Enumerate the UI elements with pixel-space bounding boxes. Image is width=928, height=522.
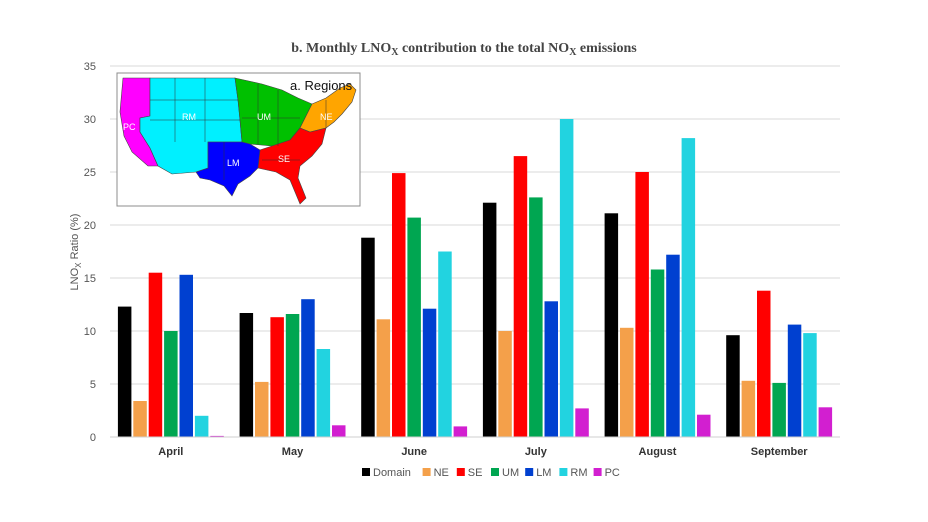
bar-domain-june <box>361 237 375 437</box>
legend-label-domain: Domain <box>373 467 411 479</box>
bar-lm-june <box>422 308 437 437</box>
bar-um-august <box>650 269 665 437</box>
legend-swatch-lm <box>525 468 534 476</box>
region-label-um: UM <box>257 112 271 122</box>
map-title: a. Regions <box>290 78 353 93</box>
bar-ne-may <box>255 381 269 437</box>
region-lm <box>195 141 261 197</box>
legend-swatch-domain <box>362 468 370 476</box>
bar-lm-july <box>544 301 558 437</box>
bar-um-september <box>772 382 786 437</box>
region-label-lm: LM <box>227 158 240 168</box>
y-tick-label: 20 <box>84 220 96 232</box>
bar-um-july <box>529 197 543 437</box>
bar-se-june <box>392 173 406 437</box>
y-tick-label: 5 <box>90 379 96 391</box>
region-label-pc: PC <box>123 122 136 132</box>
category-label: May <box>282 446 304 458</box>
bar-lm-april <box>179 274 193 437</box>
bar-rm-may <box>316 349 331 437</box>
category-label: June <box>401 446 427 458</box>
bar-ne-june <box>376 319 391 437</box>
bar-domain-july <box>482 202 497 437</box>
bar-domain-may <box>239 313 254 437</box>
bar-pc-april <box>210 435 224 437</box>
bar-um-april <box>164 331 178 437</box>
y-tick-label: 25 <box>84 167 96 179</box>
bar-rm-july <box>559 119 574 437</box>
region-label-ne: NE <box>320 112 333 122</box>
bar-ne-july <box>498 331 512 437</box>
bar-se-may <box>270 317 284 437</box>
legend-label-um: UM <box>502 467 519 479</box>
y-tick-label: 30 <box>84 114 96 126</box>
legend-swatch-pc <box>593 468 602 476</box>
legend-label-ne: NE <box>434 467 449 479</box>
bar-rm-september <box>803 333 817 437</box>
region-se <box>257 127 327 205</box>
bar-pc-june <box>453 426 468 437</box>
y-tick-label: 10 <box>84 326 96 338</box>
y-axis-label: LNOX Ratio (%) <box>69 214 83 291</box>
y-tick-label: 15 <box>84 273 96 285</box>
state-borders <box>150 78 327 180</box>
legend-label-pc: PC <box>605 467 620 479</box>
bar-rm-april <box>194 415 209 437</box>
bar-rm-august <box>681 138 696 437</box>
legend-swatch-rm <box>559 468 568 476</box>
regions-map: PC RM UM NE SE LM a. Regions <box>116 72 361 207</box>
legend-label-rm: RM <box>570 467 587 479</box>
bar-pc-august <box>697 414 711 437</box>
bar-lm-may <box>301 299 315 437</box>
category-label: April <box>158 446 183 458</box>
region-label-rm: RM <box>182 112 196 122</box>
bar-lm-september <box>787 324 802 437</box>
legend-label-se: SE <box>468 467 483 479</box>
y-tick-label: 35 <box>84 61 96 73</box>
bar-se-july <box>513 156 528 437</box>
bar-se-september <box>757 290 771 437</box>
category-label: August <box>639 446 677 458</box>
bar-domain-april <box>117 306 132 437</box>
category-label: July <box>525 446 548 458</box>
bar-ne-september <box>741 380 756 437</box>
bar-pc-september <box>818 407 833 437</box>
chart-title: b. Monthly LNOX contribution to the tota… <box>291 41 637 58</box>
y-tick-label: 0 <box>90 432 96 444</box>
bar-se-april <box>148 272 163 437</box>
bar-lm-august <box>666 254 680 437</box>
bar-rm-june <box>438 251 452 437</box>
bars <box>117 119 833 437</box>
bar-domain-september <box>726 335 740 437</box>
bar-domain-august <box>604 213 619 437</box>
legend: Domain NE SE UM LM RM PC <box>362 467 620 479</box>
category-label: September <box>751 446 809 458</box>
bar-pc-may <box>332 425 346 437</box>
bar-ne-august <box>620 327 634 437</box>
bar-pc-july <box>575 408 589 437</box>
bar-ne-april <box>133 401 147 437</box>
bar-um-may <box>285 314 300 437</box>
legend-swatch-ne <box>422 468 431 476</box>
y-axis-ticks: 0 5 10 15 20 25 30 35 <box>84 61 96 444</box>
x-axis-categories: April May June July August September <box>158 446 808 458</box>
region-label-se: SE <box>278 154 290 164</box>
legend-swatch-se <box>456 468 465 476</box>
bar-um-june <box>407 217 421 437</box>
legend-swatch-um <box>491 468 499 476</box>
legend-label-lm: LM <box>536 467 551 479</box>
bar-se-august <box>635 172 649 437</box>
